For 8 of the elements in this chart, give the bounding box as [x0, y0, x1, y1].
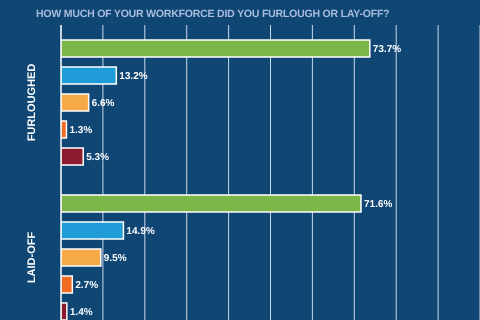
- data-label: 2.7%: [75, 280, 98, 292]
- data-label: 71.6%: [364, 199, 392, 210]
- data-label: 1.3%: [69, 125, 92, 136]
- y-tick-label: LAID-OFF: [26, 232, 38, 284]
- chart-title: HOW MUCH OF YOUR WORKFORCE DID YOU FURLOUGH OR LAY-OFF?: [36, 8, 390, 20]
- data-label: 1.4%: [70, 307, 93, 318]
- data-label: 9.5%: [104, 253, 127, 264]
- y-tick-label: FURLOUGHED: [26, 64, 38, 142]
